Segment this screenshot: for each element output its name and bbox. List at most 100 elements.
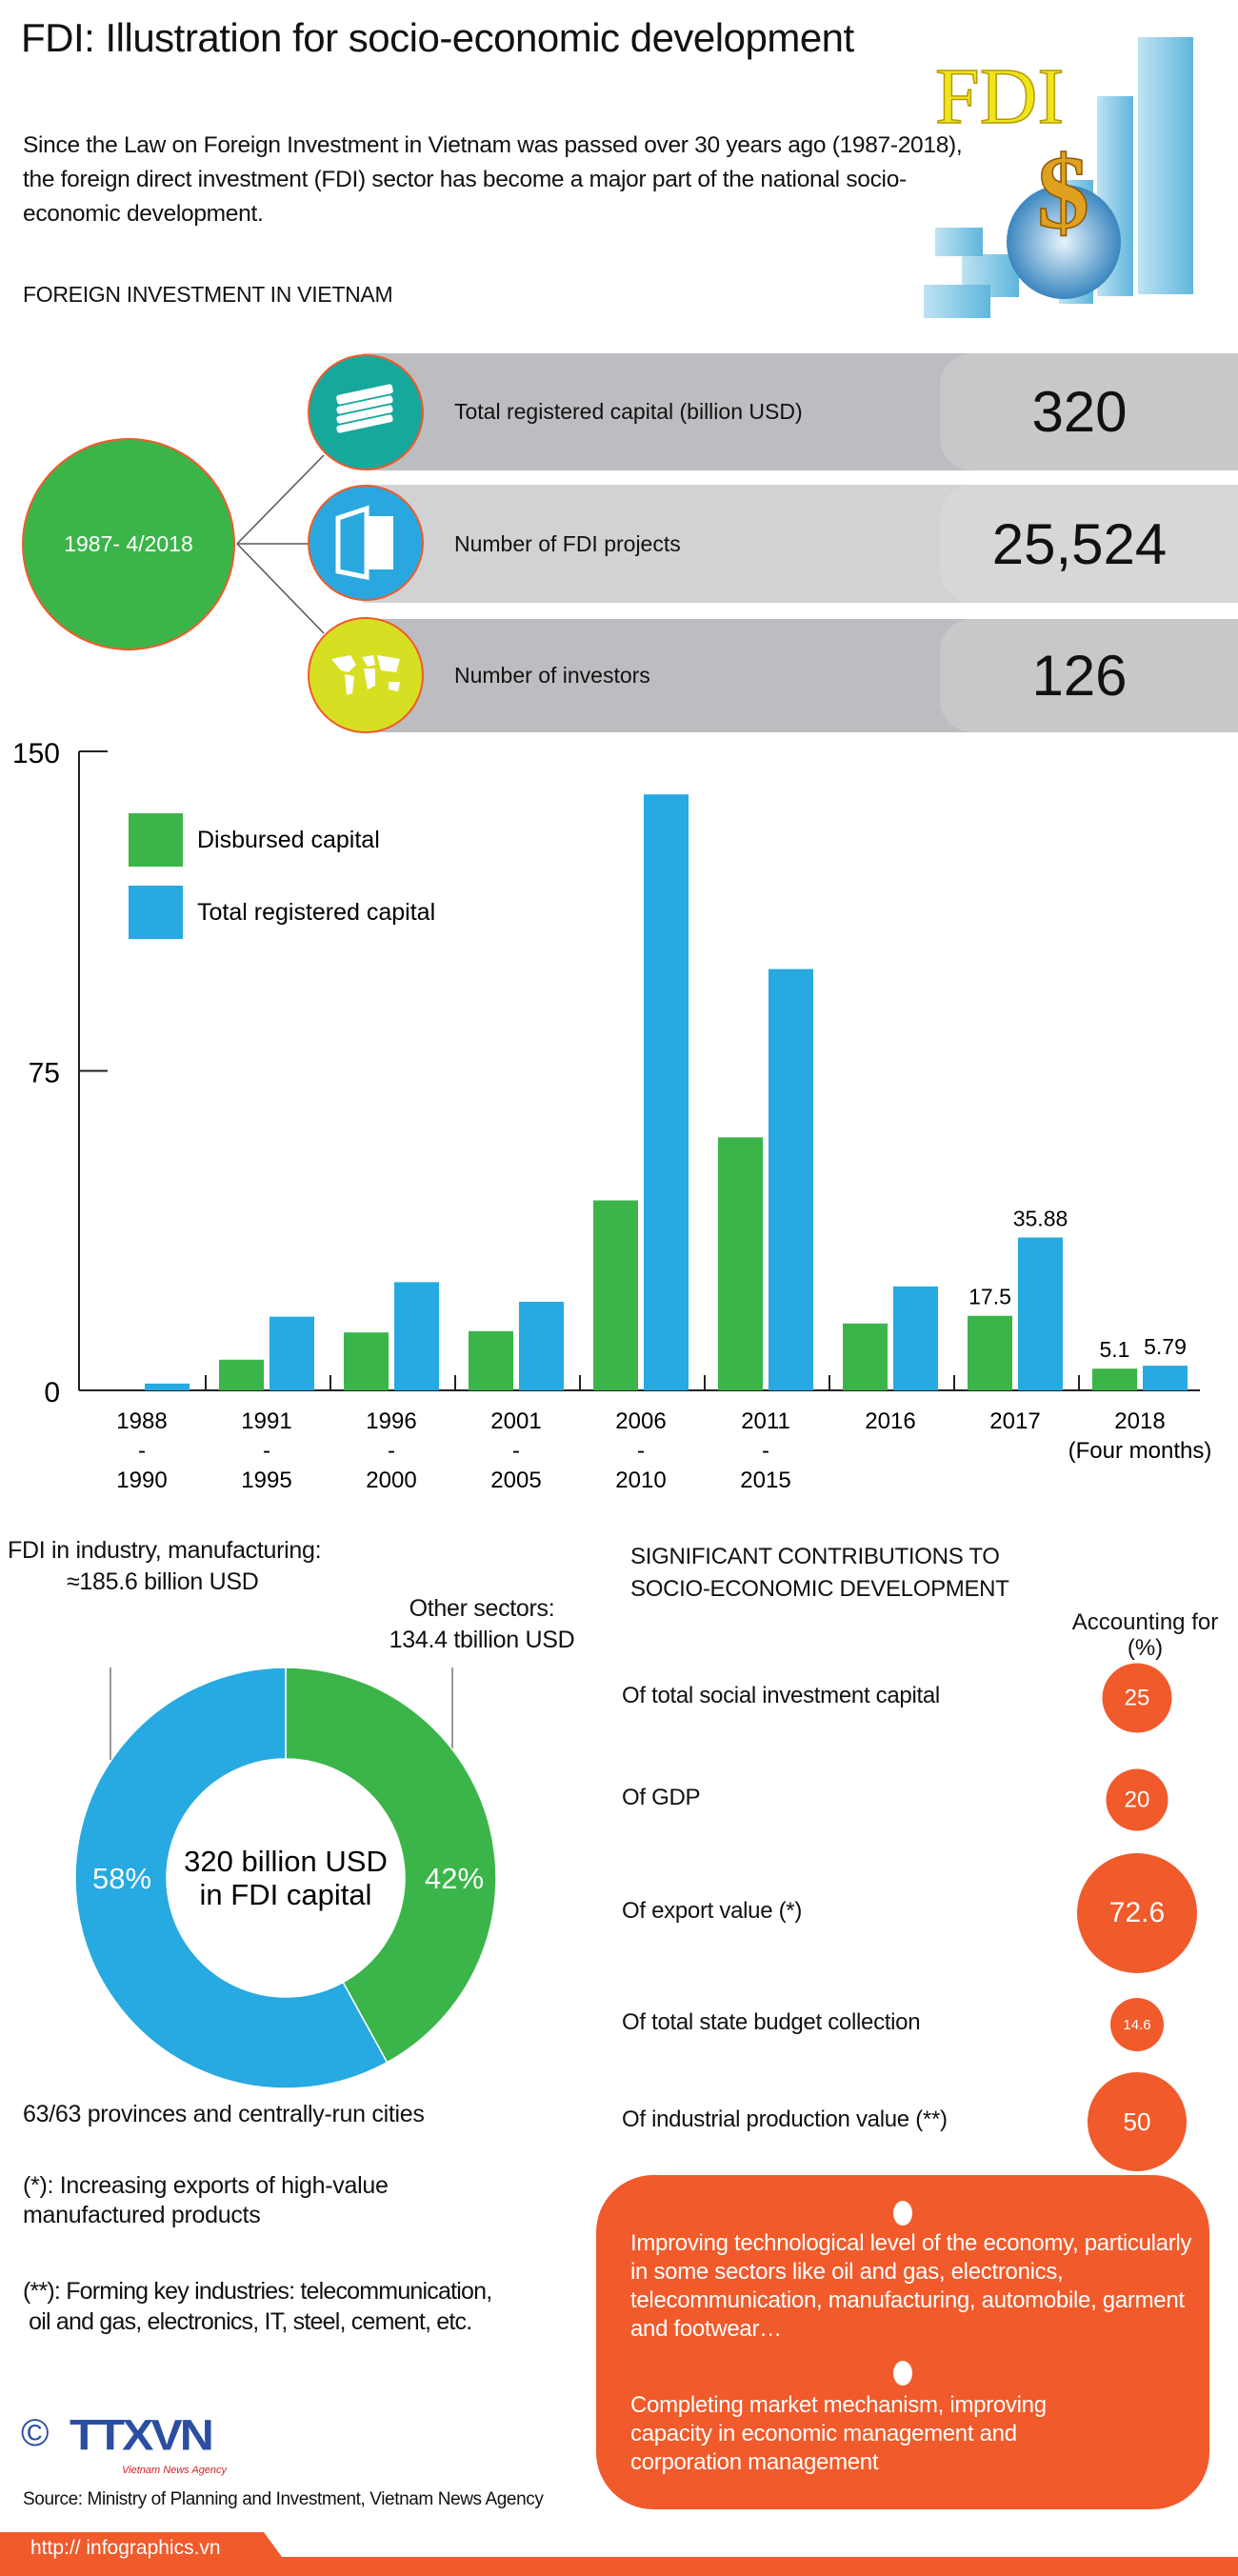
bar-disbursed <box>469 1330 513 1390</box>
bar-registered <box>145 1383 190 1390</box>
footer-bar <box>0 2532 1238 2576</box>
contribution-percent-circle: 14.6 <box>1110 1998 1164 2051</box>
benefit-text: Completing market mechanism, improving c… <box>630 2392 1047 2475</box>
footnote-2: (**): Forming key industries: telecommun… <box>23 2276 589 2337</box>
contribution-label: Of export value (*) <box>622 1898 803 1924</box>
legend-swatch <box>129 886 183 939</box>
stat-value: 320 <box>1031 380 1128 444</box>
footnote-line: manufactured products <box>23 2202 261 2228</box>
world-map-icon <box>308 617 424 733</box>
logo-tagline: Vietnam News Agency <box>122 2465 228 2476</box>
connector-lines <box>236 454 325 634</box>
page-title: FDI: Illustration for socio-economic dev… <box>21 15 854 60</box>
contribution-label: Of total social investment capital <box>622 1683 940 1708</box>
source-text: Source: Ministry of Planning and Investm… <box>23 2489 544 2509</box>
heading-line: SIGNIFICANT CONTRIBUTIONS TO <box>630 1544 1000 1569</box>
fdi-illustration: FDI $ <box>924 37 1193 318</box>
heading-line: SOCIO-ECONOMIC DEVELOPMENT <box>630 1576 1009 1602</box>
period-label: 1987- 4/2018 <box>64 531 193 556</box>
legend-label: Total registered capital <box>197 899 435 926</box>
bar-disbursed <box>593 1200 638 1390</box>
footnote-line: (**): Forming key industries: telecommun… <box>23 2278 492 2305</box>
legend-label: Disbursed capital <box>197 827 380 853</box>
x-tick-label: 2011 <box>741 1408 790 1434</box>
donut-center-label: 320 billion USD <box>184 1845 388 1878</box>
x-tick-label: 2017 <box>989 1408 1040 1434</box>
donut-slice <box>74 1667 389 2089</box>
bar-registered <box>644 794 689 1390</box>
footnote-1: (*): Increasing exports of high-value ma… <box>23 2171 389 2230</box>
stat-row-projects: Number of FDI projects 25,524 <box>363 485 1238 603</box>
donut-center-label: in FDI capital <box>200 1878 372 1911</box>
contribution-percent-circle: 50 <box>1088 2072 1187 2171</box>
donut-slice <box>285 1667 497 2064</box>
bar-registered <box>769 968 813 1390</box>
bar-registered <box>519 1301 564 1390</box>
slice-percent: 58% <box>92 1862 151 1895</box>
bar-chart: 0 75 150 1988 - 1990 1991 - 1995 1996 - 2000 2001 - 20… <box>12 738 1212 1493</box>
contribution-label: Of GDP <box>622 1785 701 1810</box>
period-circle: 1987- 4/2018 <box>22 438 235 650</box>
x-tick-label: 2005 <box>490 1468 541 1493</box>
contributions-heading: SIGNIFICANT CONTRIBUTIONS TO SOCIO-ECONO… <box>630 1541 1009 1606</box>
benefit-text: Improving technological level of the eco… <box>630 2230 1192 2342</box>
legend-swatch <box>129 813 183 867</box>
x-tick-label: - <box>512 1438 520 1464</box>
slice-percent: 42% <box>425 1862 484 1895</box>
accounting-header: Accounting for (%) <box>1062 1609 1228 1661</box>
bar-disbursed <box>718 1137 763 1390</box>
stat-label: Number of investors <box>454 663 650 688</box>
other-slice-label: Other sectors: <box>409 1595 555 1622</box>
stat-row-capital: Total registered capital (billion USD) 3… <box>363 353 1238 470</box>
section-heading-foreign-investment: FOREIGN INVESTMENT IN VIETNAM <box>23 282 393 307</box>
x-tick-label: 2010 <box>615 1468 666 1493</box>
footnote-line: (*): Increasing exports of high-value <box>23 2172 389 2199</box>
bar-registered <box>893 1286 938 1390</box>
contribution-label: Of total state budget collection <box>622 2009 921 2035</box>
fdi-logo-text: FDI <box>935 52 1064 141</box>
header-line: Accounting for <box>1071 1609 1219 1635</box>
intro-text: Since the Law on Foreign Investment in V… <box>23 132 963 227</box>
x-tick-label: (Four months) <box>1068 1438 1212 1464</box>
stat-value: 126 <box>1031 644 1128 708</box>
contribution-percent-circle: 25 <box>1102 1663 1172 1733</box>
y-tick-label: 150 <box>12 738 60 769</box>
bar-registered <box>270 1316 314 1390</box>
x-tick-label: - <box>388 1438 395 1464</box>
data-label: 5.79 <box>1144 1334 1187 1359</box>
benefits-box: Improving technological level of the eco… <box>596 2175 1209 2509</box>
x-tick-label: - <box>138 1438 146 1464</box>
x-tick-label: 1988 <box>116 1408 167 1434</box>
footer-url-link[interactable]: http:// infographics.vn <box>30 2537 221 2559</box>
copyright-icon: © <box>21 2412 50 2454</box>
bullet-icon <box>893 2361 912 2386</box>
footnote-line: oil and gas, electronics, IT, steel, cem… <box>23 2308 472 2335</box>
stat-label: Total registered capital (billion USD) <box>454 399 803 424</box>
y-tick-label: 0 <box>44 1377 60 1408</box>
money-stack-icon <box>308 354 424 470</box>
x-tick-label: 2006 <box>615 1408 666 1434</box>
bar-registered <box>1018 1237 1063 1390</box>
industry-slice-label: FDI in industry, manufacturing: <box>8 1537 322 1564</box>
x-tick-label: 1990 <box>116 1468 167 1493</box>
provinces-note: 63/63 provinces and centrally-run cities <box>23 2101 425 2127</box>
stat-value: 25,524 <box>991 511 1168 576</box>
x-tick-label: 2015 <box>740 1468 790 1493</box>
x-tick-label: 2016 <box>865 1408 915 1434</box>
data-label: 17.5 <box>968 1285 1011 1309</box>
bar-disbursed <box>968 1315 1012 1390</box>
stat-row-investors: Number of investors 126 <box>363 619 1238 732</box>
bar-registered <box>394 1282 439 1390</box>
document-icon <box>308 485 424 601</box>
x-tick-label: - <box>637 1438 645 1464</box>
x-tick-label: 2001 <box>490 1408 541 1434</box>
header-line: (%) <box>1127 1635 1164 1661</box>
x-tick-label: 1996 <box>366 1408 416 1434</box>
x-tick-label: 2000 <box>366 1468 416 1493</box>
contribution-percent-circle: 20 <box>1106 1768 1168 1831</box>
industry-slice-value: ≈185.6 billion USD <box>67 1568 259 1595</box>
other-slice-value: 134.4 tbillion USD <box>389 1627 575 1653</box>
dollar-icon: $ <box>1037 134 1089 250</box>
bar-disbursed <box>219 1359 264 1390</box>
x-tick-label: 1995 <box>241 1468 291 1493</box>
